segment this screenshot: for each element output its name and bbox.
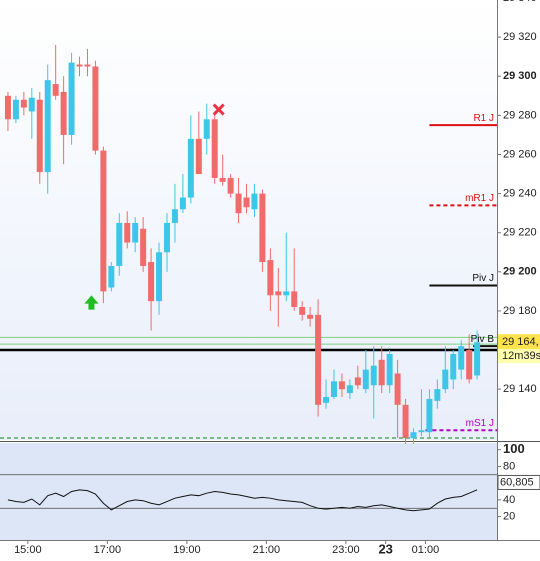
pivot-label: mS1 J [466, 418, 494, 429]
candle-body [124, 222, 131, 243]
candle-body [251, 193, 258, 210]
x-tick-label: 17:00 [94, 544, 122, 556]
y-tick-label: 29 240 [503, 188, 537, 200]
candle-body [227, 177, 234, 194]
candle-body [346, 385, 353, 394]
pivot-label: mR1 J [465, 193, 494, 204]
candle-body [92, 66, 99, 151]
candle-body [148, 262, 155, 302]
candle-body [203, 119, 210, 139]
candle-body [474, 342, 481, 376]
candle-body [315, 314, 322, 405]
y-tick-label: 29 140 [503, 383, 537, 395]
signal-marker [212, 103, 225, 116]
x-tick-label: 23 [378, 541, 392, 556]
candle-body [378, 359, 385, 386]
price-box [498, 334, 540, 350]
pivot-label: R1 J [473, 113, 494, 124]
y-tick-label: 29 260 [503, 148, 537, 160]
x-tick-label: 19:00 [173, 544, 201, 556]
pivot-label: Piv B [471, 334, 495, 345]
candle-body [283, 291, 290, 296]
candle-body [52, 84, 59, 96]
price-label: 29 164, [502, 336, 539, 348]
candle-body [84, 64, 91, 67]
candle-body [243, 197, 250, 208]
price-panel [0, 0, 497, 440]
candle-body [211, 119, 218, 178]
signal-marker [84, 295, 99, 310]
candle-body [410, 432, 417, 439]
x-tick-label: 23:00 [332, 544, 360, 556]
candle-body [195, 138, 202, 175]
y-tick-label: 40 [503, 494, 515, 506]
candle-body [156, 252, 163, 302]
candle-body [100, 150, 107, 292]
candle-body [132, 222, 139, 243]
x-tick-label: 21:00 [253, 544, 281, 556]
candle-body [299, 307, 306, 315]
pivot-label: Piv J [472, 273, 494, 284]
candle-body [275, 291, 282, 296]
candle-body [291, 291, 298, 308]
candle-body [362, 369, 369, 390]
candle-body [323, 396, 330, 403]
candle-body [386, 353, 393, 386]
candle-body [354, 377, 361, 386]
candle-body [426, 398, 433, 433]
y-tick-label: 29 300 [503, 70, 537, 82]
candle-body [44, 80, 51, 173]
candle-body [20, 99, 27, 108]
y-tick-label: 29 220 [503, 227, 537, 239]
candle-body [259, 193, 266, 263]
candle-body [338, 381, 345, 390]
countdown-box [498, 349, 540, 364]
y-tick-label: 80 [503, 460, 515, 472]
candle-body [434, 389, 441, 401]
candle-body [307, 314, 314, 319]
candle-body [466, 350, 473, 380]
candle-body [140, 228, 147, 266]
candle-body [4, 95, 11, 120]
candle-body [12, 99, 19, 120]
candle-body [442, 369, 449, 390]
candle-body [187, 138, 194, 198]
candle-body [108, 265, 115, 288]
candle-body [370, 365, 377, 386]
candle-body [28, 97, 35, 112]
y-tick-label: 29 180 [503, 305, 537, 317]
candle-body [36, 99, 43, 173]
oscillator-panel [0, 443, 497, 540]
candle-body [179, 197, 186, 210]
y-tick-label: 29 280 [503, 109, 537, 121]
candle-body [450, 353, 457, 380]
value-label: 60,805 [500, 476, 534, 488]
y-tick-label: 29 340 [503, 0, 537, 4]
countdown-label: 12m39s [502, 350, 540, 362]
candle-body [68, 62, 75, 135]
candle-body [402, 404, 409, 439]
candle-body [330, 381, 337, 397]
value-box [497, 474, 540, 490]
oscillator-line [7, 489, 478, 512]
candle-body [116, 222, 123, 266]
candle-body [418, 430, 425, 433]
y-tick-label: 29 200 [503, 266, 537, 278]
y-tick-label: 20 [503, 510, 515, 522]
y-tick-label: 29 320 [503, 31, 537, 43]
x-tick-label: 01:00 [412, 544, 440, 556]
candle-body [171, 209, 178, 223]
x-tick-label: 15:00 [14, 544, 42, 556]
candle-body [394, 373, 401, 405]
candle-body [60, 91, 67, 135]
candle-body [267, 260, 274, 296]
y-tick-label: 100 [503, 441, 525, 456]
candle-body [163, 222, 170, 253]
candle-body [76, 64, 83, 67]
candle-body [219, 177, 226, 182]
candle-body [458, 346, 465, 370]
candle-body [235, 193, 242, 214]
